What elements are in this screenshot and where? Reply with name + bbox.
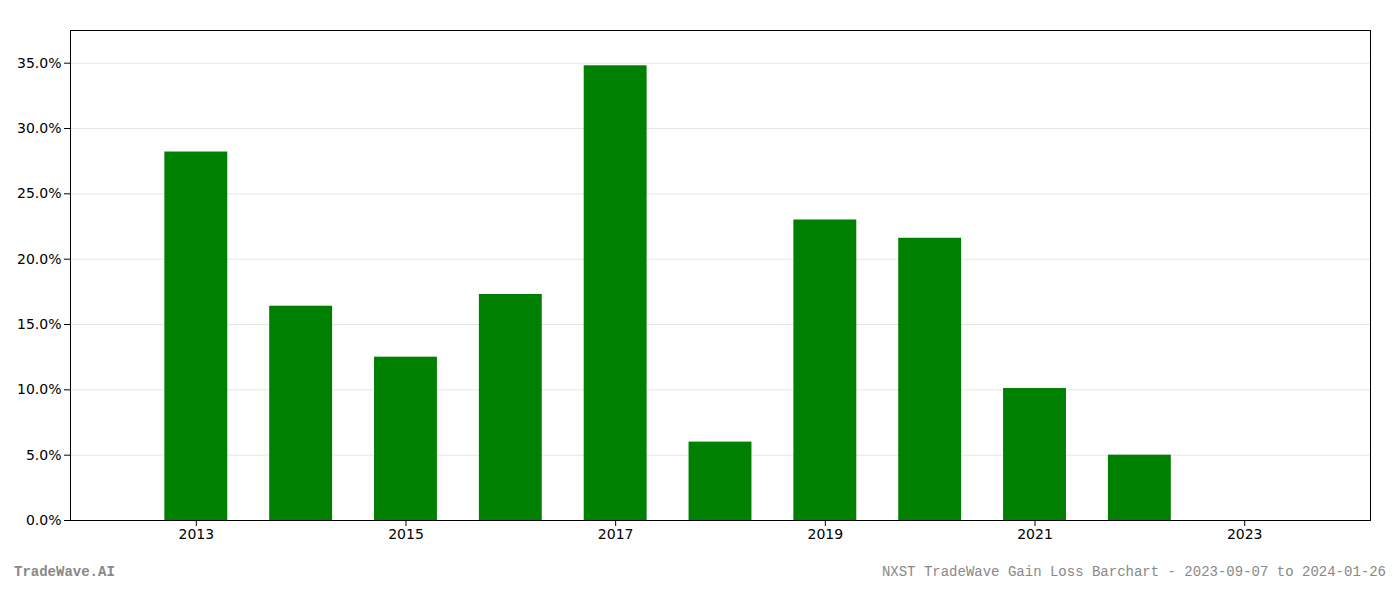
svg-text:2021: 2021 [1017,526,1053,542]
svg-text:5.0%: 5.0% [26,447,62,463]
svg-text:35.0%: 35.0% [17,55,61,71]
svg-text:2019: 2019 [808,526,844,542]
svg-text:2013: 2013 [178,526,214,542]
html-text:TradeWave.AI: TradeWave.AI [14,564,115,580]
svg-text:10.0%: 10.0% [17,381,61,397]
svg-text:2015: 2015 [388,526,424,542]
svg-text:30.0%: 30.0% [17,120,61,136]
html-text:NXST TradeWave Gain Loss Barch: NXST TradeWave Gain Loss Barchart - 2023… [881,564,1386,580]
svg-text:2023: 2023 [1227,526,1263,542]
svg-text:0.0%: 0.0% [26,512,62,528]
svg-text:15.0%: 15.0% [17,316,61,332]
svg-text:2017: 2017 [598,526,634,542]
svg-text:25.0%: 25.0% [17,185,61,201]
svg-text:20.0%: 20.0% [17,251,61,267]
